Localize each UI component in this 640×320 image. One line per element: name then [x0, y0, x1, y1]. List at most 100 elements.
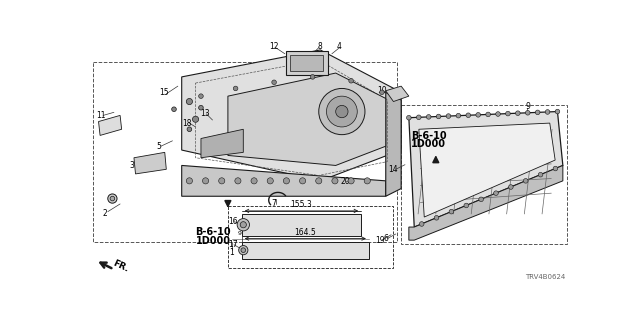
- Text: 16: 16: [228, 217, 237, 226]
- Text: 11: 11: [96, 111, 106, 120]
- Circle shape: [516, 111, 520, 116]
- Circle shape: [219, 178, 225, 184]
- Circle shape: [479, 197, 483, 202]
- Circle shape: [110, 196, 115, 201]
- Polygon shape: [419, 123, 555, 217]
- Circle shape: [406, 116, 411, 120]
- Circle shape: [466, 113, 470, 117]
- Text: FR.: FR.: [111, 259, 130, 274]
- Polygon shape: [99, 116, 122, 135]
- Circle shape: [419, 222, 424, 226]
- Bar: [289, 55, 323, 71]
- Polygon shape: [409, 112, 563, 227]
- Circle shape: [336, 105, 348, 118]
- Circle shape: [380, 90, 384, 95]
- Circle shape: [493, 191, 499, 196]
- Polygon shape: [386, 92, 401, 196]
- Bar: [242, 214, 361, 236]
- Text: 6: 6: [383, 234, 388, 243]
- Circle shape: [239, 245, 248, 255]
- Text: 14: 14: [388, 165, 398, 174]
- Text: 1D000: 1D000: [196, 236, 230, 245]
- Text: 20: 20: [340, 177, 349, 186]
- Circle shape: [434, 215, 439, 220]
- Circle shape: [241, 248, 246, 252]
- Circle shape: [449, 209, 454, 214]
- Text: B-6-10: B-6-10: [411, 131, 447, 141]
- Circle shape: [300, 178, 306, 184]
- Circle shape: [319, 88, 365, 135]
- Circle shape: [186, 178, 193, 184]
- Circle shape: [198, 94, 204, 99]
- Circle shape: [496, 112, 500, 116]
- Text: 10: 10: [377, 86, 387, 95]
- Text: 15: 15: [159, 88, 169, 97]
- Circle shape: [235, 178, 241, 184]
- Text: 3: 3: [129, 161, 134, 170]
- Circle shape: [426, 115, 431, 119]
- Text: B-6-10: B-6-10: [196, 227, 231, 237]
- Circle shape: [272, 80, 276, 84]
- Text: 155.3: 155.3: [290, 200, 312, 209]
- Circle shape: [476, 113, 481, 117]
- Circle shape: [284, 178, 289, 184]
- Circle shape: [538, 172, 543, 177]
- Polygon shape: [409, 165, 563, 240]
- Bar: [93, 61, 397, 243]
- Text: 1: 1: [229, 248, 234, 257]
- Circle shape: [553, 166, 557, 171]
- Text: 13: 13: [200, 109, 210, 118]
- Circle shape: [446, 114, 451, 118]
- Circle shape: [251, 178, 257, 184]
- Text: 4: 4: [337, 42, 342, 51]
- Circle shape: [348, 178, 354, 184]
- Text: 7: 7: [271, 199, 276, 208]
- Circle shape: [332, 178, 338, 184]
- Circle shape: [310, 75, 315, 79]
- Circle shape: [240, 222, 246, 228]
- Circle shape: [464, 203, 468, 208]
- Polygon shape: [182, 50, 401, 181]
- Circle shape: [193, 116, 198, 122]
- Circle shape: [417, 115, 421, 120]
- Text: 9: 9: [237, 231, 241, 236]
- Circle shape: [172, 107, 176, 112]
- Circle shape: [316, 178, 322, 184]
- Circle shape: [535, 110, 540, 115]
- Circle shape: [364, 178, 371, 184]
- Circle shape: [234, 86, 238, 91]
- Polygon shape: [134, 152, 166, 174]
- Text: 12: 12: [269, 42, 279, 51]
- Circle shape: [436, 114, 441, 119]
- Bar: [285, 52, 328, 75]
- Bar: [242, 242, 369, 259]
- Circle shape: [456, 113, 461, 118]
- Circle shape: [555, 109, 560, 114]
- Polygon shape: [182, 165, 386, 196]
- Circle shape: [198, 105, 204, 110]
- Text: 18: 18: [182, 119, 192, 128]
- Circle shape: [349, 78, 353, 83]
- Text: 5: 5: [156, 142, 161, 151]
- Circle shape: [326, 96, 357, 127]
- Text: TRV4B0624: TRV4B0624: [525, 274, 565, 280]
- Text: 164.5: 164.5: [294, 228, 316, 237]
- Circle shape: [267, 178, 273, 184]
- Text: 2: 2: [102, 210, 107, 219]
- Circle shape: [486, 112, 490, 117]
- Text: 17: 17: [228, 240, 237, 249]
- Circle shape: [186, 99, 193, 105]
- Bar: [401, 105, 566, 244]
- Circle shape: [525, 110, 530, 115]
- Polygon shape: [386, 86, 409, 101]
- Bar: [228, 206, 394, 268]
- Polygon shape: [201, 129, 243, 158]
- Text: 19: 19: [376, 236, 385, 245]
- Text: 8: 8: [318, 42, 323, 51]
- Circle shape: [524, 179, 528, 183]
- Circle shape: [545, 110, 550, 114]
- Text: 1D000: 1D000: [411, 139, 446, 149]
- Circle shape: [509, 185, 513, 189]
- Circle shape: [187, 127, 192, 132]
- Circle shape: [237, 219, 250, 231]
